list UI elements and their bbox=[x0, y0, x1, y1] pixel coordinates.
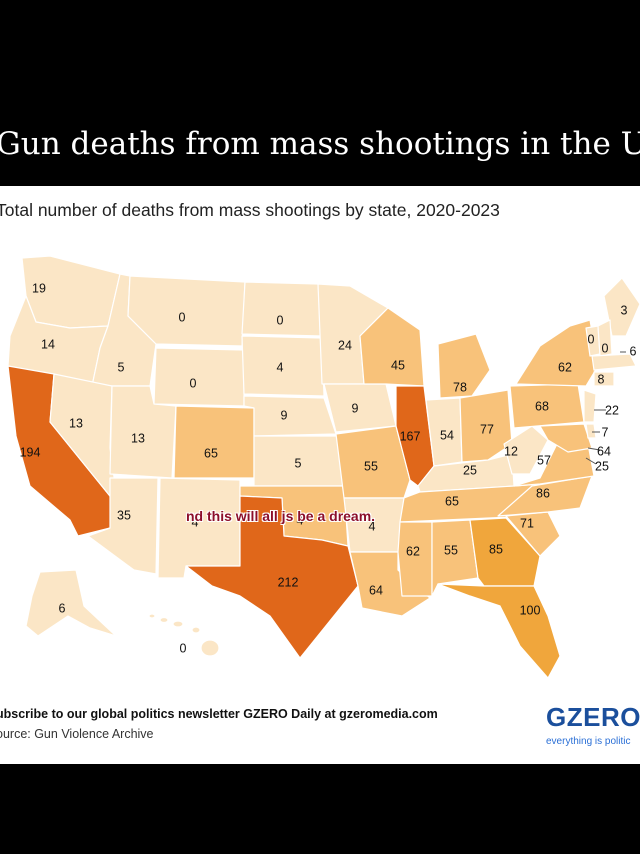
label-TX: 212 bbox=[278, 575, 299, 589]
label-TN: 65 bbox=[445, 494, 459, 508]
label-ND: 0 bbox=[277, 313, 284, 327]
map-subtitle: Total number of deaths from mass shootin… bbox=[0, 200, 500, 220]
state-IA bbox=[323, 383, 397, 433]
label-VA: 57 bbox=[537, 453, 551, 467]
label-NV: 13 bbox=[69, 416, 83, 430]
label-AZ: 35 bbox=[117, 508, 131, 522]
label-DE: 7 bbox=[602, 425, 609, 439]
label-MN: 24 bbox=[338, 338, 352, 352]
label-MT: 0 bbox=[179, 310, 186, 324]
state-ND bbox=[241, 281, 323, 337]
label-MA: 6 bbox=[630, 344, 637, 358]
map-card: Total number of deaths from mass shootin… bbox=[0, 186, 640, 764]
label-IL: 167 bbox=[400, 429, 421, 443]
state-FL bbox=[437, 583, 561, 679]
video-caption: nd this will all js be a dream. bbox=[186, 508, 376, 524]
label-SD: 4 bbox=[277, 360, 284, 374]
state-MO bbox=[335, 425, 411, 499]
label-AL: 55 bbox=[444, 543, 458, 557]
state-NY bbox=[515, 319, 599, 387]
label-NC: 86 bbox=[536, 486, 550, 500]
label-SC: 71 bbox=[520, 516, 534, 530]
label-MD: 64 bbox=[597, 444, 611, 458]
state-WY bbox=[153, 347, 245, 407]
label-FL: 100 bbox=[520, 603, 541, 617]
label-PA: 68 bbox=[535, 399, 549, 413]
label-OH: 77 bbox=[480, 422, 494, 436]
state-HI bbox=[148, 613, 220, 657]
newsletter-line: ubscribe to our global politics newslett… bbox=[0, 707, 438, 721]
state-WV bbox=[503, 425, 549, 475]
state-NH bbox=[597, 319, 613, 357]
source-line: ource: Gun Violence Archive bbox=[0, 727, 154, 741]
label-KY: 25 bbox=[463, 463, 477, 477]
label-MS: 62 bbox=[406, 544, 420, 558]
label-CA: 194 bbox=[20, 445, 41, 459]
label-VT: 0 bbox=[588, 332, 595, 346]
label-WA: 19 bbox=[32, 281, 46, 295]
state-CT bbox=[593, 371, 615, 387]
state-TX bbox=[185, 495, 359, 659]
label-AR: 4 bbox=[369, 519, 376, 533]
headline: Gun deaths from mass shootings in the US bbox=[0, 126, 640, 162]
state-AZ bbox=[87, 477, 159, 575]
state-MA bbox=[591, 353, 637, 371]
label-GA: 85 bbox=[489, 542, 503, 556]
label-NE: 9 bbox=[281, 408, 288, 422]
state-OH bbox=[459, 389, 513, 463]
state-NJ bbox=[583, 389, 597, 423]
state-MI bbox=[437, 333, 491, 399]
gzero-tagline: everything is politic bbox=[546, 736, 631, 747]
label-NY: 62 bbox=[558, 360, 572, 374]
label-KS: 5 bbox=[295, 456, 302, 470]
label-MI: 78 bbox=[453, 380, 467, 394]
state-CO bbox=[173, 405, 255, 479]
label-LA: 64 bbox=[369, 583, 383, 597]
label-NM: 4 bbox=[192, 515, 199, 529]
us-map: 19 14 194 5 13 0 0 13 35 65 4 0 4 9 5 4 … bbox=[7, 255, 640, 679]
label-ME: 3 bbox=[621, 303, 628, 317]
state-MS bbox=[397, 521, 433, 597]
label-HI: 0 bbox=[180, 641, 187, 655]
label-NJ: 22 bbox=[605, 403, 619, 417]
label-OK: 4 bbox=[297, 513, 304, 527]
label-MO: 55 bbox=[364, 459, 378, 473]
state-NV bbox=[49, 373, 119, 507]
label-WY: 0 bbox=[190, 376, 197, 390]
label-OR: 14 bbox=[41, 337, 55, 351]
label-UT: 13 bbox=[131, 431, 145, 445]
state-SD bbox=[241, 335, 325, 397]
label-IA: 9 bbox=[352, 401, 359, 415]
label-ID: 5 bbox=[118, 360, 125, 374]
label-WV: 12 bbox=[504, 444, 518, 458]
state-NC bbox=[497, 475, 593, 517]
label-DC: 25 bbox=[595, 459, 609, 473]
state-AL bbox=[431, 519, 479, 597]
label-NH: 0 bbox=[602, 341, 609, 355]
state-AK bbox=[25, 569, 117, 637]
label-WI: 45 bbox=[391, 358, 405, 372]
label-CT: 8 bbox=[598, 372, 605, 386]
label-leaders bbox=[585, 351, 626, 465]
state-DE bbox=[585, 423, 597, 439]
state-MD bbox=[539, 423, 593, 453]
label-IN: 54 bbox=[440, 428, 454, 442]
gzero-logo: GZERO bbox=[546, 702, 640, 732]
state-MT bbox=[127, 275, 246, 347]
label-AK: 6 bbox=[59, 601, 66, 615]
label-CO: 65 bbox=[204, 446, 218, 460]
state-NE bbox=[243, 395, 337, 437]
state-NM bbox=[157, 477, 241, 579]
state-labels: 19 14 194 5 13 0 0 13 35 65 4 0 4 9 5 4 … bbox=[20, 281, 637, 655]
